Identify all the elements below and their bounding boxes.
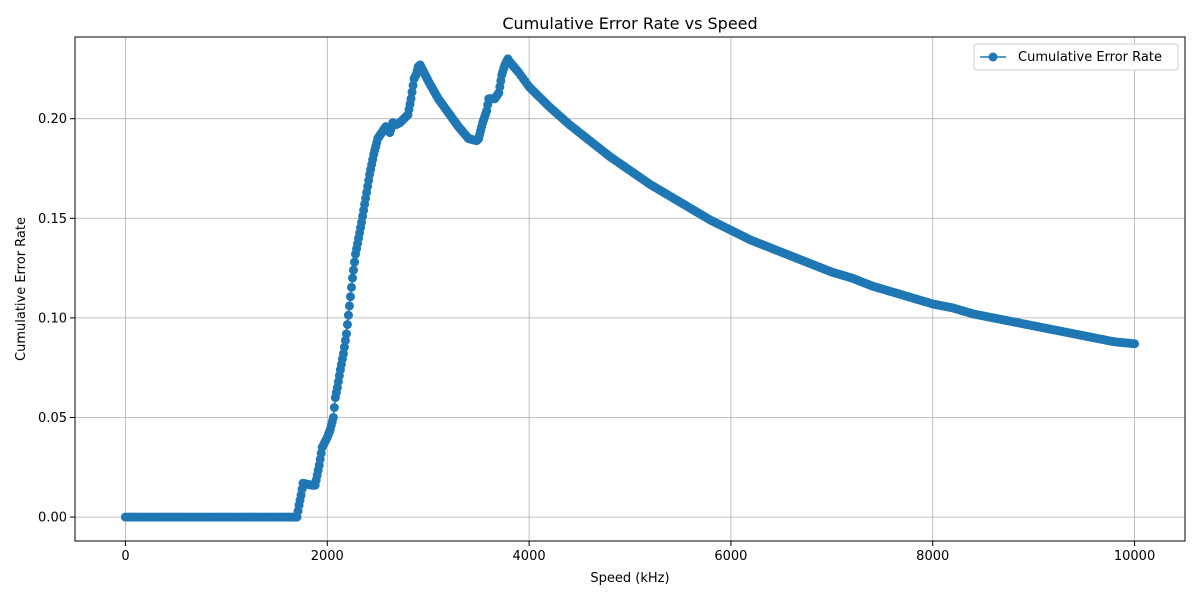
legend: Cumulative Error Rate [973, 43, 1179, 71]
data-point [342, 320, 352, 330]
x-tick-label: 2000 [311, 549, 344, 564]
legend-marker [988, 52, 998, 62]
x-tick-label: 0 [121, 549, 129, 564]
data-point [338, 349, 348, 359]
data-point [339, 342, 349, 352]
x-axis-label: Speed (kHz) [590, 571, 669, 586]
chart-title: Cumulative Error Rate vs Speed [502, 14, 757, 33]
data-layer [120, 54, 1140, 522]
plot-frame [74, 36, 1186, 542]
data-point [1130, 339, 1140, 349]
y-tick-label: 0.00 [38, 511, 67, 526]
data-point [344, 301, 354, 311]
y-tick-label: 0.15 [38, 212, 67, 227]
x-tick-label: 4000 [513, 549, 546, 564]
data-point [408, 80, 418, 90]
data-point [328, 412, 338, 422]
ticks: 0 2000 4000 6000 8000 10000 0.00 0.05 0.10 0.15 0.… [38, 112, 1155, 564]
data-point [329, 403, 339, 413]
legend-label: Cumulative Error Rate [1018, 50, 1162, 65]
data-point [343, 310, 353, 320]
x-tick-label: 6000 [714, 549, 747, 564]
y-tick-label: 0.20 [38, 112, 67, 127]
x-tick-label: 8000 [916, 549, 949, 564]
x-tick-label: 10000 [1114, 549, 1155, 564]
data-point [345, 292, 355, 302]
data-point [341, 329, 351, 339]
data-point [350, 257, 360, 267]
y-tick-label: 0.05 [38, 411, 67, 426]
y-tick-label: 0.10 [38, 311, 67, 326]
y-axis-label: Cumulative Error Rate [14, 217, 29, 361]
data-point [349, 265, 359, 275]
data-point [340, 335, 350, 345]
data-point [406, 94, 416, 104]
data-point [346, 282, 356, 292]
data-point [348, 273, 357, 283]
legend-box [973, 43, 1179, 71]
data-point [407, 87, 417, 97]
